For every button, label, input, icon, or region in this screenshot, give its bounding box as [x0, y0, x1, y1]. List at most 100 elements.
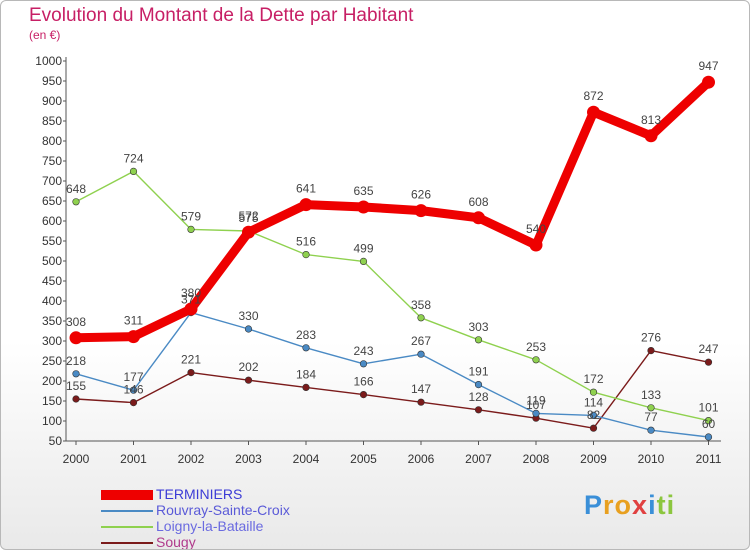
data-label-s2-9: 172 [583, 372, 603, 386]
data-label-s0-6: 626 [411, 188, 431, 202]
y-tick-label-15: 800 [42, 134, 62, 148]
y-tick-label-13: 700 [42, 174, 62, 188]
data-point-s1-4 [302, 344, 310, 352]
x-tick-label-0: 2000 [63, 452, 90, 466]
y-tick-label-7: 400 [42, 294, 62, 308]
data-point-s3-2 [187, 369, 195, 377]
data-point-s2-11 [704, 417, 713, 425]
y-tick-label-19: 1000 [35, 54, 62, 68]
data-point-s0-6 [414, 204, 428, 218]
data-label-s0-10: 813 [641, 113, 661, 127]
data-point-s0-0 [69, 331, 83, 345]
data-label-s0-5: 635 [353, 184, 373, 198]
data-point-s2-6 [417, 314, 425, 322]
data-point-s2-5 [359, 257, 368, 266]
data-label-s3-9: 82 [587, 408, 601, 422]
x-tick-label-5: 2005 [350, 452, 377, 466]
data-label-s2-2: 579 [181, 209, 201, 223]
proxiti-logo: Proxiti [584, 490, 675, 521]
x-tick-label-4: 2004 [293, 452, 320, 466]
data-label-s1-11: 60 [702, 417, 716, 431]
data-point-s1-9 [589, 411, 598, 420]
logo-letter-0: P [584, 490, 604, 520]
series-line-2 [75, 170, 710, 422]
data-label-s2-7: 303 [468, 320, 488, 334]
data-label-s3-1: 146 [123, 383, 143, 397]
data-label-s1-1: 177 [123, 370, 143, 384]
legend-label-1: Rouvray-Sainte-Croix [156, 502, 290, 518]
data-point-s2-7 [474, 336, 483, 344]
data-label-s2-5: 499 [353, 241, 373, 255]
data-label-s0-8: 540 [526, 222, 546, 236]
data-point-s3-6 [417, 398, 425, 406]
y-tick-label-2: 150 [42, 394, 62, 408]
data-label-s3-4: 184 [296, 367, 316, 381]
data-point-s0-9 [587, 105, 600, 119]
logo-letter-6: i [666, 490, 676, 520]
data-point-s0-10 [644, 129, 658, 143]
data-label-s1-3: 330 [238, 309, 258, 323]
data-label-s0-9: 872 [583, 89, 603, 103]
data-point-s3-9 [589, 424, 598, 432]
y-tick-label-10: 550 [42, 234, 62, 248]
data-label-s0-7: 608 [468, 195, 488, 209]
data-point-s2-8 [532, 356, 540, 364]
data-label-s0-11: 947 [698, 59, 718, 73]
data-label-s0-4: 641 [296, 182, 316, 196]
data-point-s1-3 [244, 325, 253, 333]
legend-label-0: TERMINIERS [156, 486, 243, 502]
data-point-s2-9 [589, 388, 598, 396]
data-label-s1-10: 77 [644, 410, 658, 424]
data-point-s3-0 [72, 395, 80, 403]
y-tick-label-11: 600 [42, 214, 62, 228]
data-label-s2-0: 648 [66, 182, 86, 196]
logo-letter-3: x [632, 490, 649, 520]
data-label-s1-5: 243 [353, 344, 373, 358]
data-label-s1-6: 267 [411, 334, 431, 348]
x-tick-label-9: 2009 [580, 452, 607, 466]
legend-swatch-3 [101, 542, 153, 544]
data-label-s0-1: 311 [124, 314, 143, 328]
legend-label-3: Sougy [156, 534, 196, 550]
data-point-s3-3 [244, 376, 253, 384]
data-label-s2-4: 516 [296, 235, 316, 249]
data-point-s2-2 [187, 225, 195, 233]
series-line-0 [71, 77, 713, 343]
y-tick-label-6: 350 [42, 314, 62, 328]
data-point-s0-4 [299, 198, 313, 212]
data-label-s3-6: 147 [411, 382, 431, 396]
data-point-s0-8 [529, 238, 543, 252]
data-point-s0-7 [472, 211, 485, 225]
data-label-s2-10: 133 [641, 388, 661, 402]
x-tick-label-7: 2007 [465, 452, 492, 466]
data-label-s3-8: 107 [526, 398, 546, 412]
data-label-s3-3: 202 [238, 360, 258, 374]
logo-letter-1: r [603, 490, 615, 520]
series-line-3 [75, 349, 710, 429]
y-tick-label-3: 200 [42, 374, 62, 388]
x-tick-label-11: 2011 [696, 452, 722, 466]
data-point-s1-8 [532, 409, 540, 418]
data-label-s3-2: 221 [181, 353, 201, 367]
data-point-s2-4 [302, 251, 310, 259]
data-point-s3-4 [302, 383, 310, 392]
legend-swatch-2 [101, 526, 153, 528]
data-point-s3-1 [129, 399, 138, 407]
data-label-s1-0: 218 [66, 354, 86, 368]
data-point-s2-10 [647, 404, 655, 412]
data-point-s0-3 [242, 225, 255, 239]
data-label-s3-11: 247 [698, 342, 718, 356]
data-label-s1-8: 119 [526, 393, 545, 407]
data-label-s0-3: 572 [238, 209, 258, 223]
x-tick-label-3: 2003 [235, 452, 262, 466]
y-tick-label-0: 50 [49, 434, 63, 448]
y-tick-label-1: 100 [42, 414, 62, 428]
data-point-s1-0 [72, 370, 80, 378]
data-label-s2-11: 101 [698, 401, 718, 415]
series-line-1 [75, 311, 710, 438]
data-point-s1-7 [474, 381, 483, 389]
legend-swatch-0 [101, 490, 153, 500]
data-point-s2-1 [129, 167, 138, 175]
x-tick-label-1: 2001 [120, 452, 147, 466]
